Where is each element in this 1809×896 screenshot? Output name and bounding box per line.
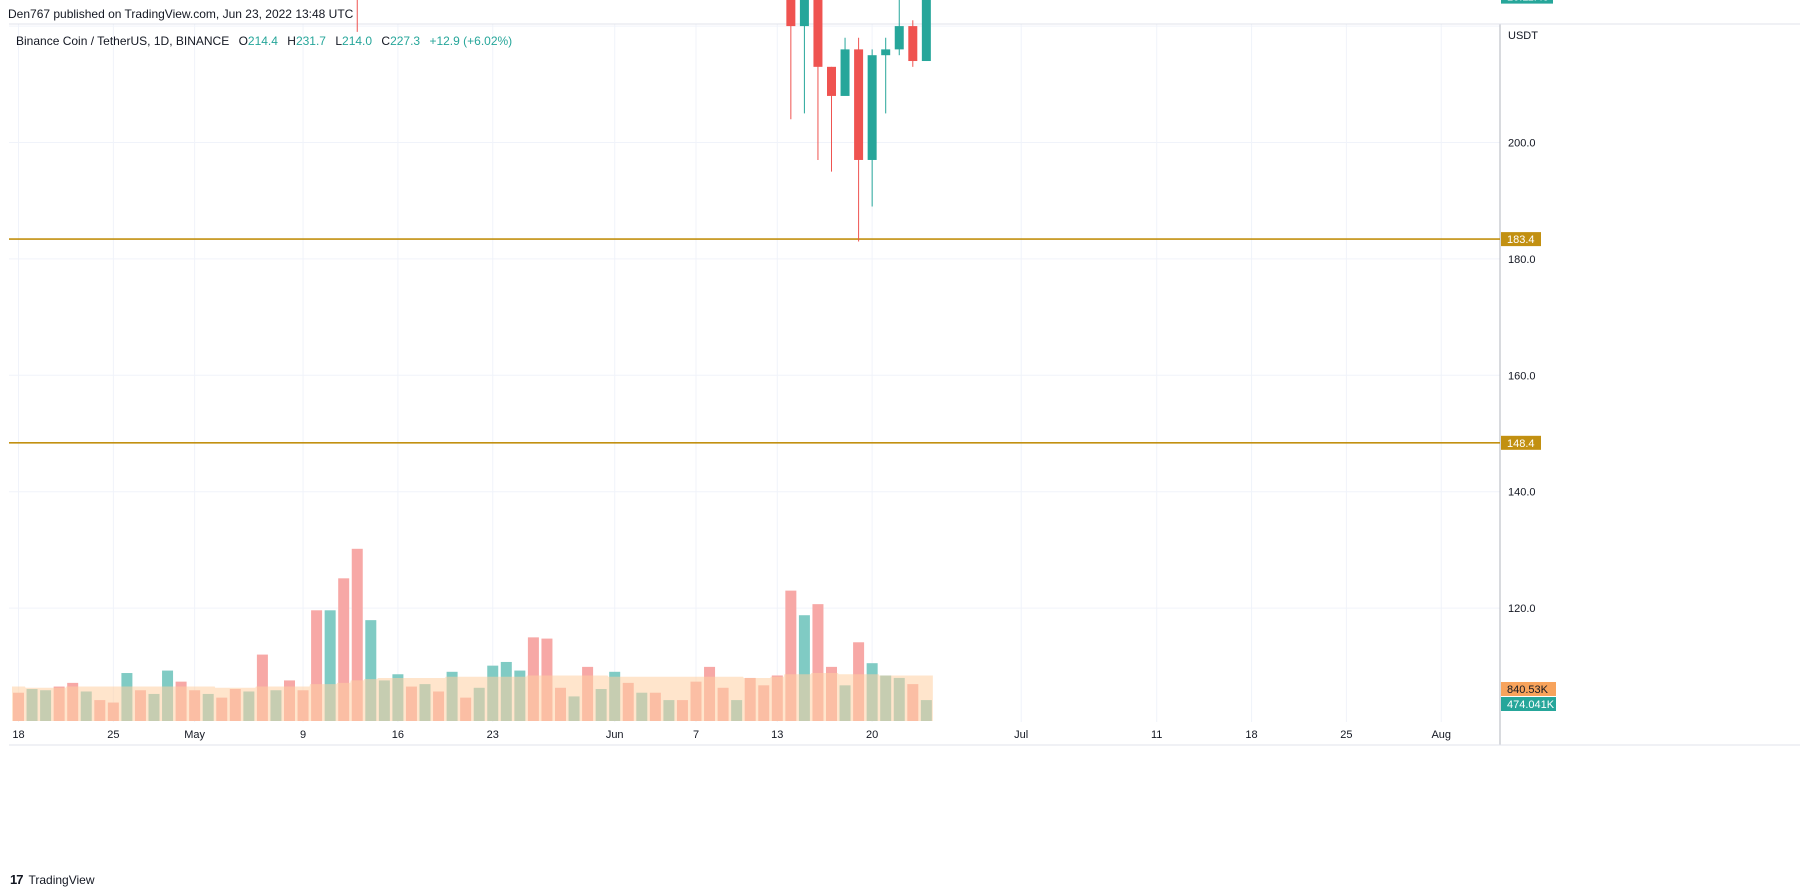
time-tick-label: Aug [1431,729,1451,741]
candle-body [827,66,836,96]
candle-body [813,0,823,67]
volume-bar [311,610,323,721]
candle-body [894,26,904,50]
high-label: H [287,34,296,48]
time-tick-label: 11 [1151,729,1162,741]
published-line: Den767 published on TradingView.com, Jun… [8,7,354,21]
time-tick-label: 18 [12,729,24,741]
candle-body [921,0,931,62]
price-tick-label: 120.0 [1508,603,1536,615]
high-value: 231.7 [295,34,326,48]
volume-tag-label: 474.041K [1507,699,1555,711]
price-tick-label: 160.0 [1508,370,1536,382]
change-value: +12.9 (+6.02%) [429,34,513,48]
volume-bar [812,604,824,721]
time-tick-label: 18 [1245,729,1257,741]
volume-bar [324,610,336,721]
price-tick-label: 180.0 [1508,254,1536,266]
low-value: 214.0 [342,34,373,48]
time-tick-label: May [184,729,205,741]
level-tag-label: 183.4 [1507,234,1535,246]
time-tick-label: 25 [107,729,119,741]
symbol-title: Binance Coin / TetherUS, 1D, BINANCE [16,34,230,48]
currency-label: USDT [1508,30,1538,42]
tradingview-logo-icon: 17 [10,872,24,887]
brand-name: TradingView [28,872,95,887]
time-tick-label: Jul [1014,729,1028,741]
level-tag-label: 148.4 [1507,438,1535,450]
time-tick-label: 16 [392,729,404,741]
price-tick-label: 140.0 [1508,487,1536,499]
time-tick-label: 9 [300,729,306,741]
volume-bar [365,620,377,721]
level-tag [1501,232,1541,247]
level-tag [1501,435,1541,450]
candle-body [840,49,850,96]
countdown-label: 10:11:49 [1507,0,1549,4]
time-tick-label: 23 [487,729,499,741]
time-tick-label: 20 [866,729,878,741]
symbol-legend: Binance Coin / TetherUS, 1D, BINANCE O21… [16,34,512,48]
volume-bar [785,590,797,721]
volume-tag [1501,682,1556,696]
open-label: O [238,34,248,48]
time-tick-label: 13 [771,729,783,741]
volume-bar [798,615,810,721]
volume-bar [338,578,350,721]
candle-body [908,26,918,62]
candles [356,0,931,242]
price-axis: USDT200.0180.0160.0140.0120.0336.3236.81… [1501,0,1556,711]
close-value: 227.3 [390,34,421,48]
open-value: 214.4 [247,34,278,48]
last-price-tag [1501,0,1553,4]
volume-tag-label: 840.53K [1507,684,1549,696]
horizontal-levels [9,238,1500,444]
close-label: C [381,34,391,48]
time-tick-label: 25 [1340,729,1352,741]
time-tick-label: 7 [693,729,699,741]
footer-brand[interactable]: 17 TradingView [10,872,95,887]
price-tick-label: 200.0 [1508,138,1536,150]
low-label: L [335,34,343,48]
candle-body [799,0,809,27]
time-axis: 18 25 May 9 16 23 Jun 7 13 20 Jul 11 18 25 Aug [12,729,1451,741]
candle-body [881,49,891,56]
candle-body [854,49,864,160]
chart-grid [9,23,1800,746]
volume-bar [351,548,363,721]
volume-ma-area [12,673,933,721]
volume-tag [1501,697,1556,711]
candle-body [786,0,796,27]
candle-body [867,55,877,160]
time-tick-label: Jun [606,729,624,741]
